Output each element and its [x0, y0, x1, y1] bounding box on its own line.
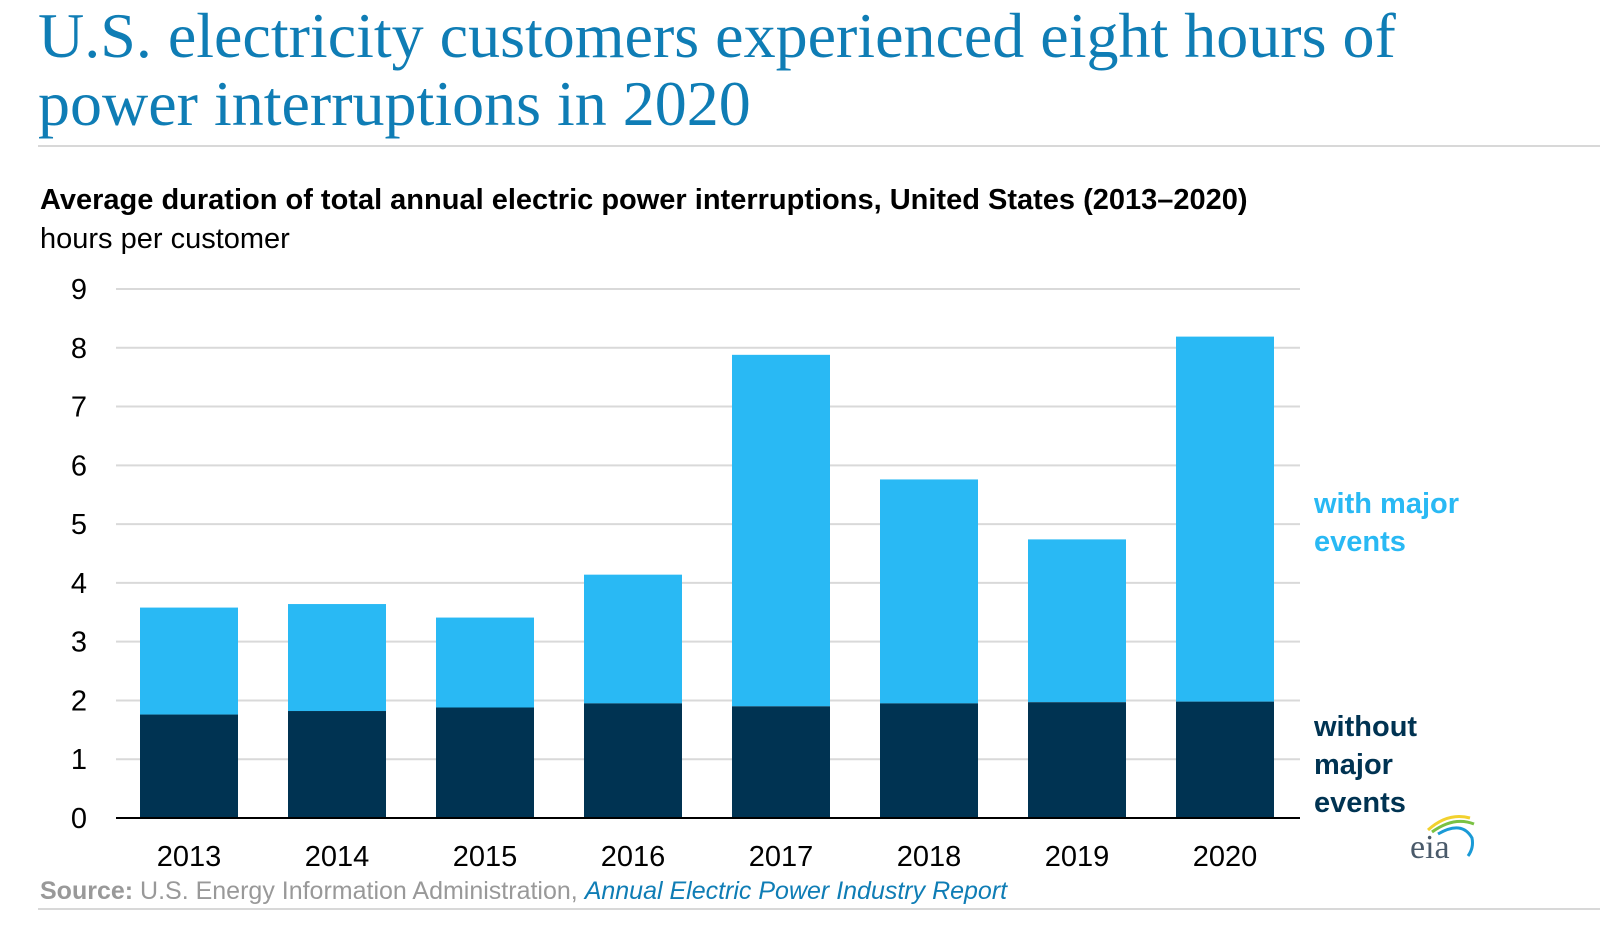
y-tick-label: 2 [71, 685, 87, 717]
source-text: U.S. Energy Information Administration, [133, 877, 585, 905]
x-tick-label: 2019 [1045, 841, 1110, 873]
page-title: U.S. electricity customers experienced e… [38, 0, 1396, 139]
bar-with-major-events [732, 354, 830, 707]
y-tick-label: 9 [71, 274, 87, 306]
bar-without-major-events [880, 703, 978, 818]
y-tick-label: 4 [71, 568, 87, 600]
bar-without-major-events [584, 703, 682, 818]
bar-without-major-events [288, 711, 386, 818]
x-tick-label: 2014 [305, 841, 370, 873]
bars [140, 336, 1274, 818]
y-axis-ticks: 0 1 2 3 4 5 6 7 8 9 [71, 274, 87, 835]
legend-minor-line-1: without [1314, 711, 1418, 743]
footer-divider [38, 908, 1600, 910]
legend-with-major-events: with major events [1314, 485, 1459, 561]
x-tick-label: 2017 [749, 841, 814, 873]
legend-minor-line-2: major [1314, 749, 1393, 781]
x-tick-label: 2020 [1193, 841, 1258, 873]
eia-logo: eia [1410, 815, 1475, 864]
bar-without-major-events [436, 707, 534, 818]
bar-without-major-events [1028, 702, 1126, 818]
legend-major-line-1: with major [1314, 488, 1460, 520]
x-tick-label: 2018 [897, 841, 962, 873]
bar-without-major-events [140, 714, 238, 818]
logo-text: eia [1410, 829, 1450, 864]
legend-minor-line-3: events [1314, 787, 1406, 819]
bar-with-major-events [140, 607, 238, 715]
y-tick-label: 0 [71, 803, 87, 835]
y-tick-label: 1 [71, 744, 87, 776]
y-axis-label: hours per customer [40, 223, 290, 255]
logo-arc-yellow [1426, 815, 1471, 832]
bar-with-major-events [880, 479, 978, 704]
bar-with-major-events [584, 574, 682, 704]
x-tick-label: 2015 [453, 841, 518, 873]
logo-arc-green [1431, 819, 1475, 834]
x-tick-label: 2013 [157, 841, 222, 873]
chart-title: Average duration of total annual electri… [40, 184, 1248, 216]
bar-with-major-events [436, 617, 534, 708]
y-tick-label: 5 [71, 509, 87, 541]
x-tick-label: 2016 [601, 841, 666, 873]
bar-with-major-events [1028, 539, 1126, 703]
bar-with-major-events [1176, 336, 1274, 702]
legend-major-line-2: events [1314, 526, 1406, 558]
bar-without-major-events [1176, 701, 1274, 818]
bar-without-major-events [732, 706, 830, 818]
report-link[interactable]: Annual Electric Power Industry Report [584, 877, 1008, 905]
x-axis-ticks: 2013 2014 2015 2016 2017 2018 2019 2020 [157, 841, 1258, 873]
title-divider [38, 145, 1600, 147]
y-tick-label: 7 [71, 392, 87, 424]
bar-with-major-events [288, 604, 386, 712]
y-tick-label: 8 [71, 333, 87, 365]
y-tick-label: 3 [71, 627, 87, 659]
legend-without-major-events: without major events [1314, 708, 1417, 822]
source-label: Source: [40, 877, 134, 905]
y-tick-label: 6 [71, 450, 87, 482]
source-note: Source: U.S. Energy Information Administ… [40, 877, 1007, 906]
logo-arc-blue [1437, 826, 1474, 857]
